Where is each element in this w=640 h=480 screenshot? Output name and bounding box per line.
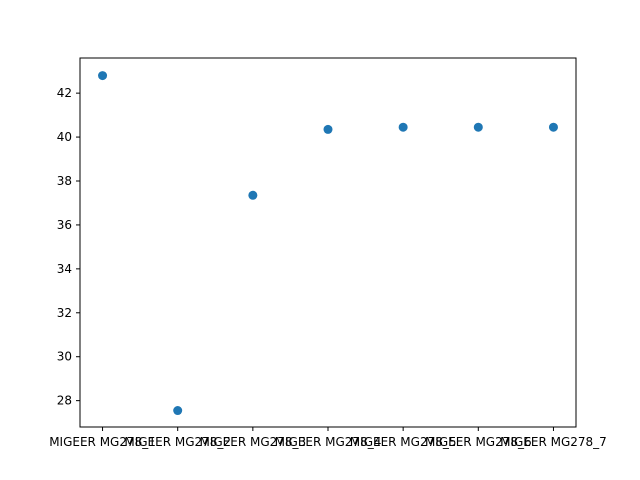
- y-tick-label: 38: [57, 174, 72, 188]
- data-point: [173, 406, 183, 416]
- x-tick-label: MIGEER MG278_4: [275, 435, 382, 449]
- data-point: [98, 71, 108, 81]
- y-tick-label: 42: [57, 86, 72, 100]
- data-point: [323, 124, 333, 134]
- plot-frame: [79, 57, 577, 428]
- y-tick-label: 30: [57, 350, 72, 364]
- y-tick-label: 32: [57, 306, 72, 320]
- y-axis-ticks: 28 30 32 34 36 38 40 42: [57, 86, 80, 408]
- x-tick-label: MIGEER MG278_7: [500, 435, 607, 449]
- y-tick-label: 34: [57, 262, 72, 276]
- x-tick-label: MIGEER MG278_5: [350, 435, 457, 449]
- y-tick-label: 40: [57, 130, 72, 144]
- data-points: [98, 71, 558, 416]
- y-tick-label: 36: [57, 218, 72, 232]
- data-point: [473, 122, 483, 132]
- y-tick-label: 28: [57, 394, 72, 408]
- data-point: [548, 122, 558, 132]
- plot-area: [80, 58, 576, 427]
- x-tick-label: MIGEER MG278_2: [124, 435, 231, 449]
- x-tick-label: MIGEER MG278_6: [425, 435, 532, 449]
- x-tick-label: MIGEER MG278_3: [199, 435, 306, 449]
- data-point: [398, 122, 408, 132]
- data-point: [248, 190, 258, 200]
- x-tick-label: MIGEER MG278_1: [49, 435, 156, 449]
